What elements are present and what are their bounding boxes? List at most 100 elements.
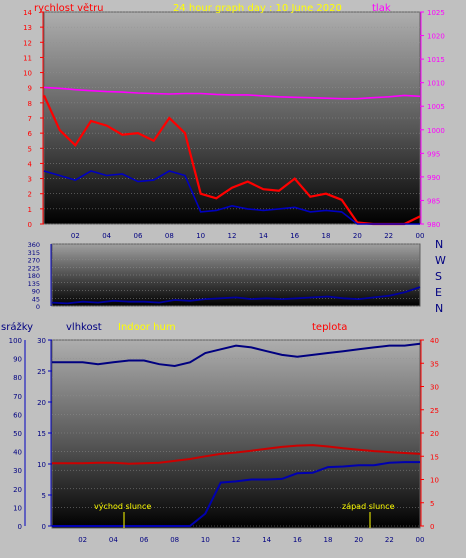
wind-tick-label: 10 [23, 70, 32, 78]
wind-tick-label: 0 [28, 221, 32, 229]
time-tick-label: 18 [324, 536, 333, 544]
time-tick-label: 22 [384, 232, 393, 240]
pressure-tick-label: 985 [427, 197, 440, 205]
rain-legend: srážky [1, 321, 33, 333]
humidity-tick-label: 100 [9, 337, 22, 345]
time-tick-label: 02 [71, 232, 80, 240]
temperature-tick-label: 0 [430, 523, 434, 531]
direction-tick-label: 90 [32, 288, 40, 296]
compass-n-bottom: N [435, 302, 443, 315]
time-tick-label: 20 [354, 536, 363, 544]
rain-tick-label: 0 [42, 523, 46, 531]
direction-tick-label: 225 [28, 264, 40, 272]
pressure-tick-label: 990 [427, 174, 440, 182]
graph-title: 24 hour graph day : 10 June 2020 [173, 3, 342, 14]
time-tick-label: 14 [259, 232, 268, 240]
wind-direction-line [51, 286, 421, 305]
temperature-tick-label: 5 [430, 500, 434, 508]
time-tick-label: 04 [102, 232, 111, 240]
wind-speed-line [42, 94, 421, 226]
time-tick-label: 14 [262, 536, 271, 544]
wind-tick-label: 2 [28, 191, 32, 199]
time-tick-label: 16 [290, 232, 299, 240]
pressure-tick-label: 1015 [427, 56, 445, 64]
temperature-tick-label: 40 [430, 337, 439, 345]
temperature-line [52, 444, 421, 465]
indoor-hum-legend: Indoor hum [118, 322, 176, 333]
humidity-tick-label: 90 [13, 356, 22, 364]
time-tick-label: 12 [228, 232, 237, 240]
pressure-line [43, 86, 421, 100]
direction-tick-label: 360 [28, 241, 40, 249]
pressure-tick-label: 1005 [427, 103, 445, 111]
time-tick-label: 20 [353, 232, 362, 240]
rain-tick-label: 15 [37, 430, 46, 438]
time-tick-label: 08 [165, 232, 174, 240]
pressure-tick-label: 1010 [427, 80, 445, 88]
time-tick-label: 10 [201, 536, 210, 544]
time-tick-label: 10 [196, 232, 205, 240]
direction-tick-label: 315 [28, 249, 40, 257]
direction-tick-label: 0 [36, 303, 40, 311]
wind-tick-label: 11 [23, 54, 32, 62]
time-tick-label: 02 [78, 536, 87, 544]
wind-tick-label: 13 [23, 24, 32, 32]
temperature-tick-label: 10 [430, 477, 439, 485]
humidity-tick-label: 70 [13, 393, 22, 401]
rain-tick-label: 30 [37, 337, 46, 345]
pressure-tick-label: 980 [427, 221, 440, 229]
pressure-axis-title: tlak [372, 3, 391, 14]
humidity-tick-label: 40 [13, 449, 22, 457]
temperature-tick-label: 20 [430, 430, 439, 438]
time-tick-label: 22 [385, 536, 394, 544]
compass-s: S [435, 270, 442, 283]
rain-line [52, 461, 420, 527]
time-tick-label: 00 [416, 232, 425, 240]
time-tick-label: 18 [322, 232, 331, 240]
time-tick-label: 12 [232, 536, 241, 544]
humidity-tick-label: 20 [13, 486, 22, 494]
temperature-tick-label: 25 [430, 407, 439, 415]
humidity-tick-label: 60 [13, 411, 22, 419]
humidity-tick-label: 0 [18, 523, 22, 531]
compass-n-top: N [435, 238, 443, 251]
pressure-tick-label: 995 [427, 150, 440, 158]
pressure-tick-label: 1020 [427, 33, 445, 41]
time-tick-label: 08 [170, 536, 179, 544]
wind-tick-label: 3 [28, 176, 32, 184]
direction-tick-label: 45 [32, 295, 40, 303]
wind-axis-title: rychlost větru [34, 2, 104, 14]
direction-tick-label: 180 [28, 272, 40, 280]
compass-w: W [435, 254, 446, 267]
direction-tick-label: 270 [28, 257, 40, 265]
time-tick-label: 00 [416, 536, 425, 544]
sunset-label: západ slunce [342, 502, 395, 511]
rain-tick-label: 20 [37, 399, 46, 407]
temperature-legend: teplota [312, 322, 347, 333]
time-tick-label: 06 [140, 536, 149, 544]
wind-pressure-plot-area [43, 11, 421, 225]
time-tick-label: 04 [109, 536, 118, 544]
compass-e: E [435, 286, 442, 299]
humidity-tick-label: 50 [13, 430, 22, 438]
wind-tick-label: 6 [28, 130, 33, 138]
pressure-tick-label: 1000 [427, 127, 445, 135]
wind-tick-label: 9 [28, 85, 32, 93]
temperature-tick-label: 30 [430, 384, 439, 392]
rain-tick-label: 10 [37, 461, 46, 469]
wind-tick-label: 1 [28, 206, 32, 214]
humidity-line [52, 342, 421, 368]
wind-average-line [43, 170, 420, 225]
temperature-tick-label: 15 [430, 453, 439, 461]
wind-tick-label: 7 [28, 115, 32, 123]
time-tick-label: 16 [293, 536, 302, 544]
direction-tick-label: 135 [28, 280, 40, 288]
humidity-temperature-plot-area [51, 339, 421, 529]
temperature-tick-label: 35 [430, 360, 439, 368]
humidity-tick-label: 80 [13, 374, 22, 382]
pressure-tick-label: 1025 [427, 9, 445, 17]
sunrise-label: východ slunce [94, 502, 151, 511]
wind-tick-label: 8 [28, 100, 32, 108]
wind-tick-label: 14 [23, 9, 32, 17]
